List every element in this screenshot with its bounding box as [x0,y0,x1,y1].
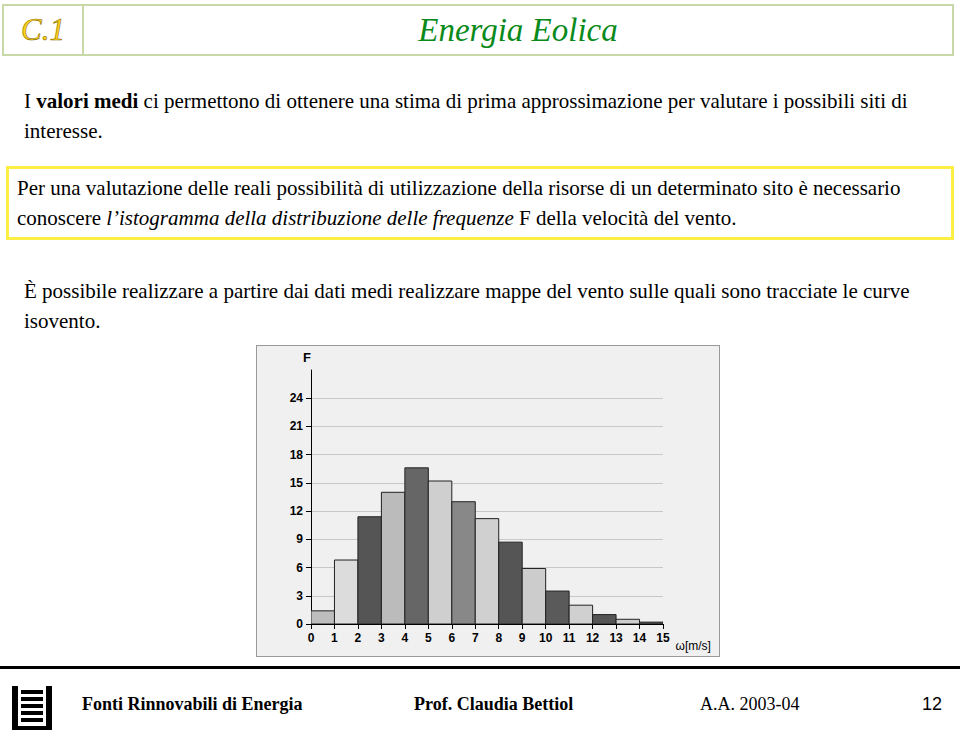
svg-text:0: 0 [296,617,303,631]
html-text:È possibile realizzare a parti: È possibile realizzare a partire dai dat… [24,279,910,333]
svg-text:11: 11 [563,631,576,645]
html-text:I valori medi ci permettono di: I valori medi ci permettono di ottenere … [24,89,908,143]
svg-text:7: 7 [472,631,479,645]
svg-text:6: 6 [448,631,455,645]
svg-text:3: 3 [296,589,303,603]
svg-text:15: 15 [656,631,670,645]
svg-text:10: 10 [539,631,553,645]
svg-text:24: 24 [290,391,304,405]
svg-text:ω[m/s]: ω[m/s] [676,639,711,653]
html-text:Prof. Claudia Bettiol: Prof. Claudia Bettiol [414,694,574,714]
svg-text:15: 15 [290,476,304,490]
html-text:Per una valutazione delle real: Per una valutazione delle reali possibil… [17,176,901,230]
svg-text:14: 14 [633,631,647,645]
svg-text:6: 6 [296,561,303,575]
svg-text:5: 5 [425,631,432,645]
html-text:A.A. 2003-04: A.A. 2003-04 [700,694,800,714]
svg-text:4: 4 [402,631,409,645]
svg-text:1: 1 [331,631,338,645]
svg-text:0: 0 [308,631,315,645]
html-text:Fonti Rinnovabili di Energia: Fonti Rinnovabili di Energia [82,694,303,714]
svg-text:2: 2 [355,631,362,645]
svg-text:9: 9 [296,532,303,546]
svg-text:12: 12 [586,631,600,645]
svg-text:12: 12 [290,504,304,518]
svg-text:9: 9 [519,631,526,645]
html-text:12: 12 [922,694,942,714]
svg-text:8: 8 [495,631,502,645]
svg-text:13: 13 [609,631,623,645]
html-text:C.1: C.1 [21,12,65,47]
svg-text:18: 18 [290,448,304,462]
svg-text:3: 3 [378,631,385,645]
html-text:Energia Eolica: Energia Eolica [418,12,618,48]
svg-text:21: 21 [290,419,304,433]
svg-text:F: F [303,350,311,365]
